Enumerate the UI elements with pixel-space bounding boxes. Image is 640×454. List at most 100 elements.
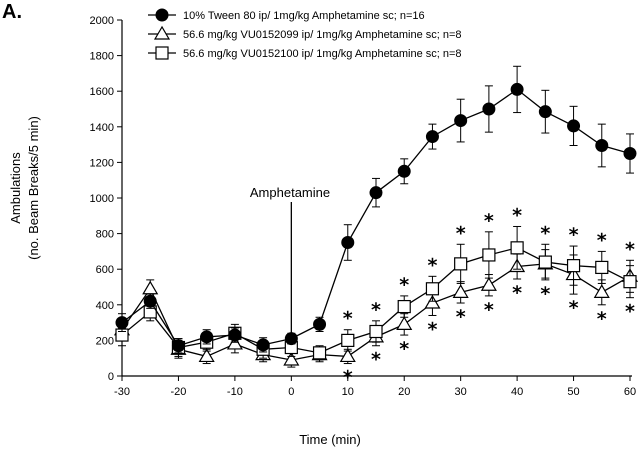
x-tick-label: -20 — [170, 386, 186, 398]
significance-star: * — [625, 301, 635, 323]
data-point — [424, 294, 441, 309]
significance-star: * — [427, 318, 437, 340]
data-point — [595, 138, 609, 152]
data-point — [567, 119, 581, 133]
significance-star: * — [371, 349, 381, 371]
x-axis-title: Time (min) — [299, 432, 361, 447]
data-point — [142, 280, 159, 295]
significance-star: * — [343, 367, 353, 389]
y-tick-label: 400 — [96, 300, 114, 312]
y-tick-label: 1000 — [90, 193, 114, 205]
data-point — [454, 257, 468, 271]
data-point — [284, 332, 298, 346]
y-tick-label: 1800 — [90, 51, 114, 63]
data-point — [198, 348, 215, 363]
data-point — [623, 275, 637, 289]
y-axis-title-line-1: Ambulations — [8, 152, 23, 224]
data-point — [200, 330, 214, 344]
x-tick-label: -10 — [227, 386, 243, 398]
series-2 — [115, 225, 637, 361]
data-point — [171, 339, 185, 353]
data-point — [566, 259, 581, 273]
data-point — [397, 164, 411, 178]
y-axis-title-line-2: (no. Beam Breaks/5 min) — [26, 116, 41, 260]
data-point — [313, 317, 327, 331]
data-point — [425, 130, 439, 144]
legend-marker — [153, 25, 171, 40]
significance-star: * — [540, 283, 550, 305]
data-point — [538, 105, 552, 119]
series-0 — [115, 65, 637, 354]
legend-label: 56.6 mg/kg VU0152100 ip/ 1mg/kg Amphetam… — [183, 48, 462, 60]
x-tick-label: 40 — [511, 386, 523, 398]
x-tick-label: 60 — [624, 386, 636, 398]
significance-star: * — [569, 224, 579, 246]
data-point — [283, 351, 300, 366]
y-axis-title: Ambulations (no. Beam Breaks/5 min) — [8, 116, 41, 260]
y-tick-label: 200 — [96, 335, 114, 347]
x-tick-label: 10 — [342, 386, 354, 398]
data-point — [397, 299, 411, 314]
data-point — [369, 324, 383, 339]
data-point — [510, 82, 524, 96]
x-tick-label: 20 — [398, 386, 410, 398]
data-point — [593, 284, 610, 298]
data-point — [341, 236, 355, 249]
data-point — [143, 294, 157, 308]
x-tick-label: 30 — [455, 386, 467, 398]
data-point — [341, 333, 355, 347]
data-point — [115, 316, 129, 330]
chart-legend: 10% Tween 80 ip/ 1mg/kg Amphetamine sc; … — [148, 8, 462, 60]
y-tick-label: 0 — [108, 371, 114, 383]
data-point — [312, 346, 327, 360]
data-point — [480, 277, 497, 291]
chart-ticks: 0200400600800100012001400160018002000-30… — [90, 15, 637, 398]
y-tick-label: 1200 — [90, 157, 114, 169]
data-point — [396, 316, 413, 330]
legend-label: 10% Tween 80 ip/ 1mg/kg Amphetamine sc; … — [183, 10, 425, 22]
y-tick-label: 600 — [96, 264, 114, 276]
significance-star: * — [399, 274, 409, 296]
significance-star: * — [399, 338, 409, 360]
significance-star: * — [569, 297, 579, 319]
significance-star: * — [484, 299, 494, 321]
data-point — [425, 282, 440, 296]
data-point — [623, 147, 637, 160]
significance-star: * — [427, 254, 437, 276]
legend-entry-2: 56.6 mg/kg VU0152100 ip/ 1mg/kg Amphetam… — [148, 46, 462, 60]
y-tick-label: 2000 — [90, 15, 114, 27]
significance-star: * — [456, 306, 466, 328]
x-tick-label: 0 — [288, 386, 294, 398]
significance-markers: * * * * * * * * * * * * * * * * * * * * * * — [343, 204, 635, 388]
y-tick-label: 1400 — [90, 122, 114, 134]
legend-marker — [155, 46, 169, 60]
y-tick-label: 1600 — [90, 86, 114, 98]
data-point — [538, 255, 552, 269]
legend-entry-1: 56.6 mg/kg VU0152099 ip/ 1mg/kg Amphetam… — [148, 25, 462, 41]
significance-star: * — [597, 229, 607, 251]
significance-star: * — [371, 299, 381, 321]
data-point — [228, 328, 242, 342]
data-point — [339, 348, 356, 363]
significance-star: * — [625, 238, 635, 260]
significance-star: * — [512, 282, 522, 304]
x-tick-label: -30 — [114, 386, 130, 398]
data-point — [369, 186, 383, 200]
data-point — [452, 284, 469, 298]
data-point — [510, 241, 524, 255]
data-point — [482, 102, 496, 116]
legend-marker — [155, 8, 169, 22]
data-point — [256, 338, 270, 352]
data-point — [482, 248, 496, 262]
significance-star: * — [343, 308, 353, 330]
significance-star: * — [484, 210, 494, 232]
panel-label: A. — [2, 1, 22, 23]
significance-star: * — [540, 222, 550, 244]
y-tick-label: 800 — [96, 229, 114, 241]
legend-label: 56.6 mg/kg VU0152099 ip/ 1mg/kg Amphetam… — [183, 29, 462, 41]
significance-star: * — [597, 308, 607, 330]
data-point — [454, 114, 468, 128]
x-tick-label: 50 — [567, 386, 579, 398]
chart-series — [113, 65, 639, 368]
